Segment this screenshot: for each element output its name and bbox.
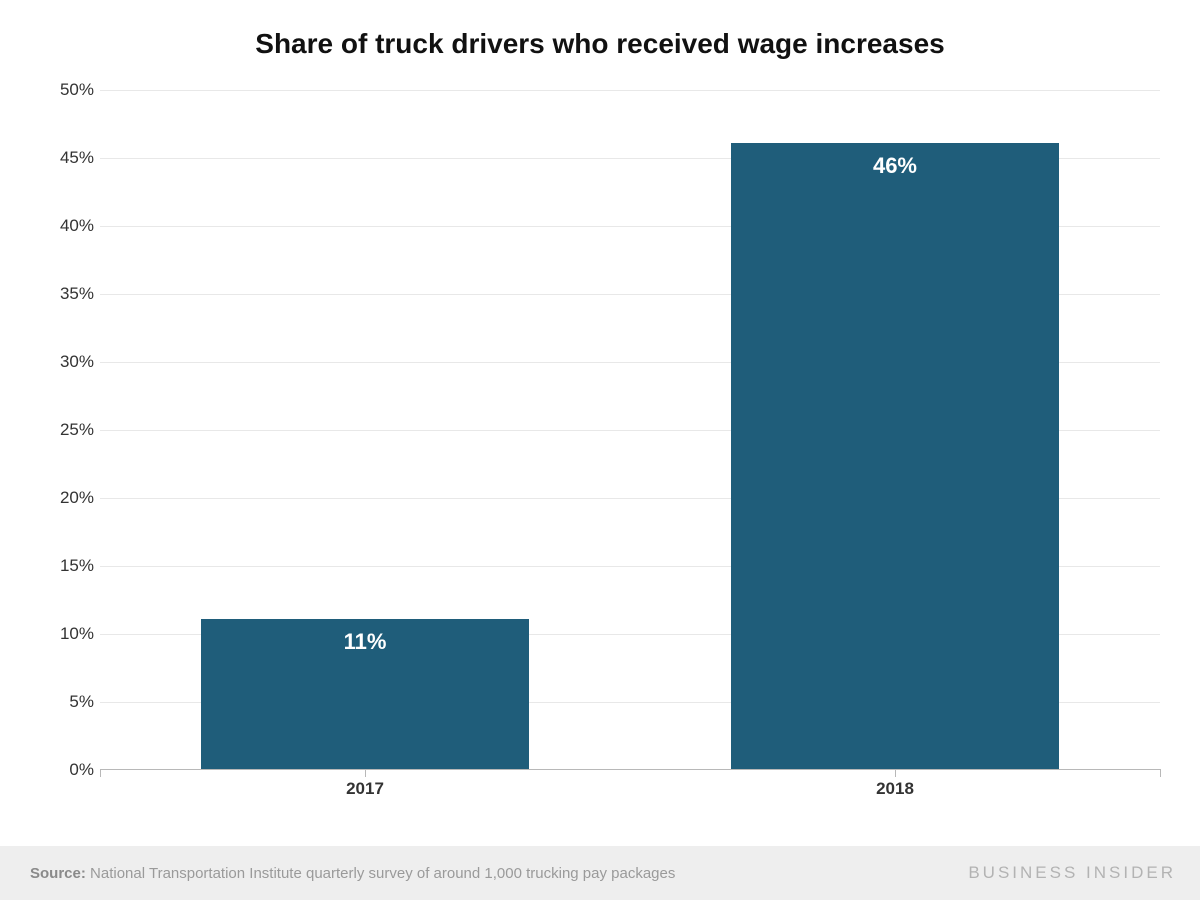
y-tick-label: 35%	[30, 284, 94, 304]
x-tick-mark	[365, 769, 366, 777]
brand-logo-text: BUSINESS INSIDER	[968, 863, 1176, 883]
chart-area: 0%5%10%15%20%25%30%35%40%45%50% 11%20174…	[30, 90, 1170, 810]
bar: 46%	[731, 143, 1060, 769]
y-tick-label: 0%	[30, 760, 94, 780]
x-tick-label: 2017	[100, 779, 630, 799]
gridline	[100, 90, 1160, 91]
y-tick-label: 20%	[30, 488, 94, 508]
x-tick-mark	[100, 769, 101, 777]
y-tick-label: 25%	[30, 420, 94, 440]
y-tick-label: 10%	[30, 624, 94, 644]
y-tick-label: 45%	[30, 148, 94, 168]
y-tick-label: 5%	[30, 692, 94, 712]
y-tick-label: 15%	[30, 556, 94, 576]
x-tick-label: 2018	[630, 779, 1160, 799]
x-tick-mark	[895, 769, 896, 777]
y-tick-label: 40%	[30, 216, 94, 236]
source-label: Source:	[30, 865, 86, 882]
x-tick-mark	[1160, 769, 1161, 777]
bar-value-label: 46%	[731, 153, 1060, 179]
y-tick-label: 30%	[30, 352, 94, 372]
footer-bar: Source: National Transportation Institut…	[0, 846, 1200, 900]
chart-title: Share of truck drivers who received wage…	[0, 0, 1200, 60]
plot-area: 11%201746%2018	[100, 90, 1160, 770]
source-text: National Transportation Institute quarte…	[90, 865, 675, 882]
bar-value-label: 11%	[201, 629, 530, 655]
y-tick-label: 50%	[30, 80, 94, 100]
bar: 11%	[201, 619, 530, 769]
source-attribution: Source: National Transportation Institut…	[30, 865, 675, 882]
